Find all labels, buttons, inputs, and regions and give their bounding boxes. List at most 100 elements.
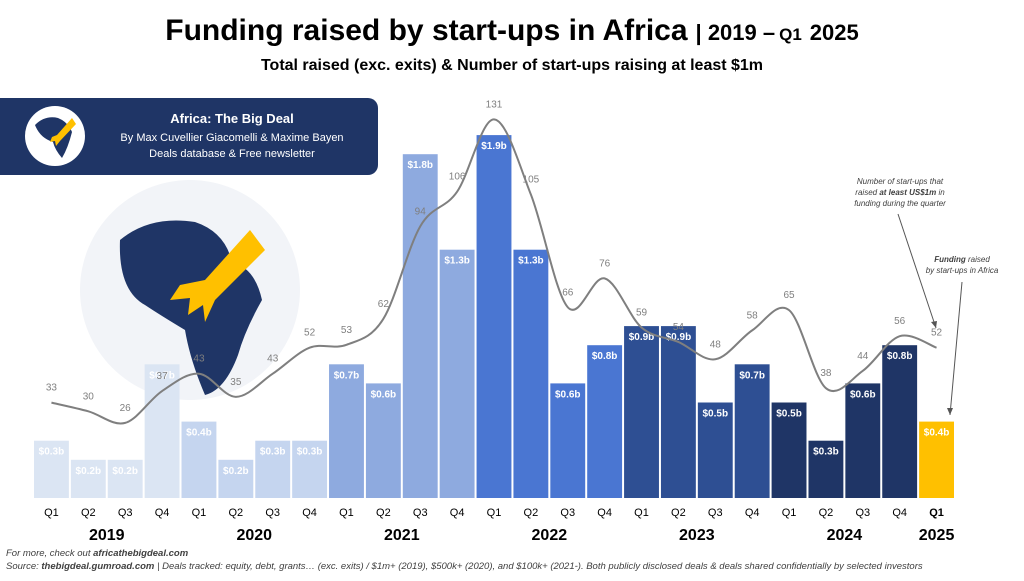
x-tick-label: Q2 <box>819 507 834 519</box>
bar-value-label: $0.4b <box>924 428 950 439</box>
footer-part: africathebigdeal.com <box>93 548 189 559</box>
bar <box>255 440 291 498</box>
year-label: 2019 <box>89 527 125 544</box>
annotation: by start-ups in Africa <box>926 266 999 275</box>
line-value-label: 59 <box>636 307 648 318</box>
x-tick-label: Q4 <box>302 507 317 519</box>
count-line <box>51 118 937 425</box>
bar-value-label: $0.3b <box>813 447 839 458</box>
x-tick-label: Q4 <box>155 507 170 519</box>
bar-value-label: $1.3b <box>518 256 544 267</box>
annotation-part: raised <box>966 255 991 264</box>
brand-logo-rocket <box>50 118 76 146</box>
x-tick-label: Q1 <box>782 507 797 519</box>
x-tick-label: Q2 <box>524 507 539 519</box>
bar <box>107 459 143 498</box>
bar-value-label: $0.2b <box>76 466 102 477</box>
bar-value-label: $0.5b <box>702 409 728 420</box>
title-period: Q1 <box>779 25 802 44</box>
bar-value-label: $0.9b <box>666 332 692 343</box>
bar <box>771 402 807 498</box>
annotation-arrowhead <box>931 321 937 328</box>
footer-part: For more, check out <box>6 548 93 559</box>
bar <box>697 402 733 498</box>
chart-title: Funding raised by start-ups in Africa | 2… <box>165 14 859 47</box>
brand-tagline: Deals database & Free newsletter <box>149 148 315 160</box>
annotation-part: Funding <box>934 255 966 264</box>
bar <box>808 440 844 498</box>
line-value-label: 30 <box>83 391 95 402</box>
bar <box>34 440 69 498</box>
x-tick-label: Q1 <box>634 507 649 519</box>
footer-part: | Deals tracked: equity, debt, grants… (… <box>154 561 922 572</box>
bar <box>882 345 918 498</box>
x-tick-label: Q4 <box>450 507 465 519</box>
x-tick-label: Q1 <box>487 507 502 519</box>
bar-value-label: $1.8b <box>407 160 433 171</box>
bar-value-label: $1.3b <box>444 256 470 267</box>
annotation-part: by start-ups in Africa <box>926 266 999 275</box>
year-label: 2025 <box>919 527 955 544</box>
bar <box>365 383 401 498</box>
annotation: funding during the quarter <box>854 199 946 208</box>
line-value-label: 53 <box>341 325 353 336</box>
bar <box>587 345 623 498</box>
x-tick-label: Q3 <box>855 507 870 519</box>
annotation-part: at least US$1m <box>879 188 936 197</box>
bar <box>218 459 254 498</box>
bar-value-label: $0.6b <box>850 389 876 400</box>
bar <box>329 364 364 498</box>
x-tick-label: Q1 <box>929 507 944 519</box>
bar <box>439 249 475 498</box>
line-value-label: 52 <box>304 328 316 339</box>
title-period: | 2019 – <box>696 20 776 45</box>
annotation-part: raised <box>855 188 879 197</box>
x-tick-label: Q2 <box>81 507 96 519</box>
annotation-part: in <box>936 188 945 197</box>
line-value-label: 66 <box>562 287 574 298</box>
line-value-label: 44 <box>857 351 869 362</box>
bar <box>734 364 770 498</box>
brand-name: Africa: The Big Deal <box>170 111 294 126</box>
bar-value-label: $0.3b <box>297 447 323 458</box>
footer-part: Source: <box>6 561 41 572</box>
line-value-label: 76 <box>599 258 611 269</box>
bar <box>70 459 106 498</box>
line-value-label: 105 <box>523 175 540 186</box>
line-value-label: 26 <box>120 403 132 414</box>
bar <box>144 364 180 498</box>
bar-value-label: $0.5b <box>776 409 802 420</box>
bar-value-label: $0.7b <box>149 370 175 381</box>
x-tick-label: Q3 <box>118 507 133 519</box>
brand-box <box>0 98 378 175</box>
bar-value-label: $0.6b <box>555 389 581 400</box>
bar <box>181 421 217 498</box>
x-tick-label: Q1 <box>339 507 354 519</box>
annotation-part: Number of start-ups that <box>857 177 944 186</box>
bar-value-label: $0.4b <box>186 428 212 439</box>
line-value-label: 58 <box>747 310 759 321</box>
annotation: raised at least US$1m in <box>855 188 945 197</box>
bar-value-label: $0.3b <box>39 447 65 458</box>
line-value-label: 33 <box>46 383 58 394</box>
bar <box>660 326 696 498</box>
x-tick-label: Q1 <box>192 507 207 519</box>
bar-value-label: $1.9b <box>481 141 507 152</box>
x-tick-label: Q4 <box>745 507 760 519</box>
line-value-label: 35 <box>230 377 242 388</box>
bar <box>919 421 954 498</box>
bar <box>513 249 549 498</box>
line-value-label: 38 <box>820 368 832 379</box>
bar-value-label: $0.2b <box>112 466 138 477</box>
bar <box>624 326 659 498</box>
footer: For more, check out africathebigdeal.com… <box>6 548 923 572</box>
year-label: 2024 <box>827 527 863 544</box>
line-value-label: 65 <box>783 290 795 301</box>
x-tick-label: Q4 <box>597 507 612 519</box>
bar-value-label: $0.8b <box>887 351 913 362</box>
x-tick-label: Q3 <box>708 507 723 519</box>
bar-value-label: $0.6b <box>371 389 397 400</box>
bar <box>550 383 586 498</box>
